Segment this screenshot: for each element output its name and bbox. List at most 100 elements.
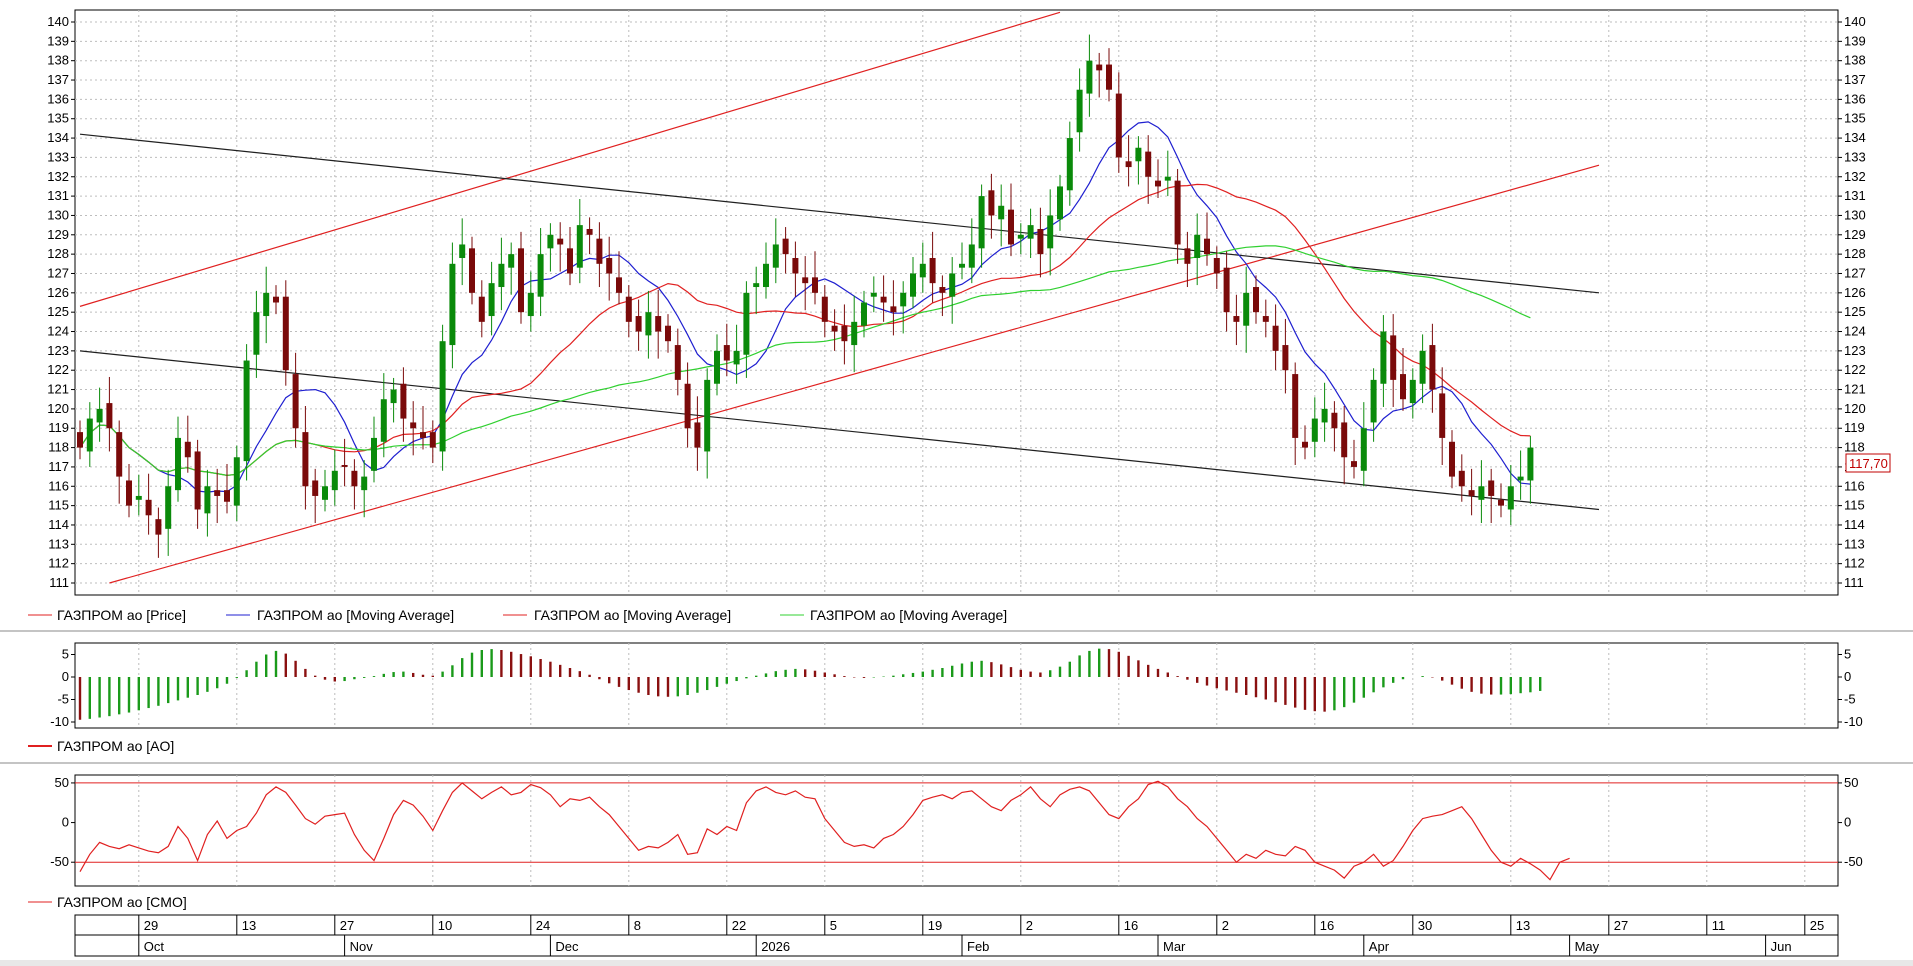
candle-down (1262, 316, 1269, 322)
day-label: 22 (732, 918, 746, 933)
candle-down (312, 480, 319, 496)
candle-down (674, 345, 681, 380)
month-label: May (1575, 939, 1600, 954)
price-tick-label-left: 112 (48, 556, 69, 571)
candle-down (1223, 267, 1230, 313)
price-tick-label-left: 138 (47, 53, 69, 68)
candle-up (1057, 186, 1063, 220)
ao-y-axis-right: 5 0 -5 -10 (1838, 647, 1863, 729)
day-label: 13 (1516, 918, 1530, 933)
cmo-y-axis-right: 50 0 -50 (1838, 775, 1863, 869)
cmo-y-axis-left: 50 0 -50 (50, 775, 75, 869)
ao-tick-label-left: 0 (62, 669, 69, 684)
date-axis-months: Oct Nov Dec 2026 Feb Mar Apr May Jun (138, 935, 1792, 956)
candle-up (645, 312, 652, 336)
price-tick-label-left: 125 (47, 304, 69, 319)
candle-up (1419, 350, 1426, 384)
ao-tick-label-right: -10 (1844, 714, 1863, 729)
price-tick-label-left: 122 (47, 362, 69, 377)
candle-up (1409, 379, 1416, 404)
price-tick-label-left: 136 (47, 91, 69, 106)
candle-up (1164, 176, 1171, 181)
candle-up (459, 244, 466, 259)
candle-down (694, 422, 701, 448)
candle-down (1390, 335, 1397, 380)
candle-up (772, 244, 779, 268)
price-tick-label-left: 126 (47, 285, 69, 300)
ao-panel[interactable]: 5 0 -5 -10 5 0 -5 -10 (50, 642, 1863, 729)
price-tick-label-right: 114 (1844, 517, 1865, 532)
price-tick-label-right: 112 (1844, 556, 1865, 571)
candle-down (478, 296, 485, 322)
candle-down (429, 432, 436, 448)
candle-up (576, 225, 583, 268)
date-axis[interactable]: 29 13 27 10 24 8 22 5 19 2 16 2 16 30 13 27 11 25 Oct Nov D… (74, 914, 1839, 957)
candle-up (322, 486, 328, 500)
candle-down (655, 316, 662, 332)
candle-down (812, 277, 818, 293)
candle-down (567, 248, 573, 274)
candle-up (704, 379, 711, 452)
candle-up (1047, 215, 1054, 249)
price-tick-label-left: 134 (47, 130, 69, 145)
price-tick-label-left: 121 (47, 382, 69, 397)
candle-up (361, 476, 368, 491)
bottom-status-strip (0, 960, 1913, 966)
candle-up (1076, 89, 1083, 133)
candle-down (194, 451, 201, 510)
price-tick-label-right: 139 (1844, 33, 1866, 48)
price-tick-label-right: 119 (1844, 420, 1865, 435)
candle-up (743, 292, 750, 355)
candle-up (861, 302, 867, 326)
date-axis-days: 29 13 27 10 24 8 22 5 19 2 16 2 16 30 13 27 11 25 (138, 915, 1824, 935)
price-tick-label-right: 121 (1844, 382, 1866, 397)
candle-down (890, 306, 897, 313)
price-plot-area (74, 9, 1839, 596)
price-tick-label-left: 128 (47, 246, 69, 261)
day-label: 29 (144, 918, 158, 933)
candle-down (1096, 64, 1103, 71)
legend-ma2-label: ГАЗПРОМ ао [Moving Average] (534, 607, 731, 623)
candle-down (988, 190, 995, 216)
price-tick-label-right: 129 (1844, 227, 1866, 242)
ao-histogram (78, 648, 1542, 720)
price-tick-label-left: 139 (47, 33, 69, 48)
candle-up (733, 350, 740, 365)
price-tick-label-left: 120 (47, 401, 69, 416)
ma-mid-line (79, 183, 1531, 477)
price-tick-label-left: 133 (47, 149, 69, 164)
ma-slow-line (79, 245, 1531, 477)
candle-down (1125, 161, 1132, 168)
legend-ao-label: ГАЗПРОМ ао [AO] (57, 738, 174, 754)
cmo-tick-label-left: 0 (62, 815, 69, 830)
candle-down (351, 470, 358, 487)
ao-tick-label-right: -5 (1844, 692, 1856, 707)
price-tick-label-left: 114 (48, 517, 69, 532)
candle-down (155, 519, 162, 535)
month-label: Mar (1163, 939, 1186, 954)
day-label: 2 (1026, 918, 1033, 933)
candle-down (831, 325, 838, 332)
candle-down (106, 403, 113, 429)
month-label: 2026 (761, 939, 790, 954)
candle-down (214, 490, 221, 496)
candle-up (968, 244, 975, 268)
candle-up (1086, 60, 1093, 94)
candle-up (1517, 476, 1524, 481)
ao-tick-label-right: 5 (1844, 647, 1851, 662)
price-tick-label-left: 137 (47, 72, 69, 87)
candle-down (224, 490, 230, 502)
price-panel[interactable]: 111 112 113 114 115 116 117 118 119 120 121 122 123 1… (47, 9, 1891, 596)
candle-up (86, 418, 93, 452)
candle-down (1272, 325, 1279, 351)
price-tick-label-right: 132 (1844, 169, 1866, 184)
candle-down (929, 258, 936, 284)
last-price-tag: 117,70 (1845, 453, 1891, 473)
day-label: 10 (438, 918, 452, 933)
candle-down (665, 325, 671, 342)
day-label: 27 (340, 918, 354, 933)
cmo-panel[interactable]: 50 0 -50 50 0 -50 (50, 774, 1863, 887)
candle-up (949, 273, 956, 297)
cmo-tick-label-left: 50 (55, 775, 69, 790)
candle-up (1507, 486, 1514, 510)
